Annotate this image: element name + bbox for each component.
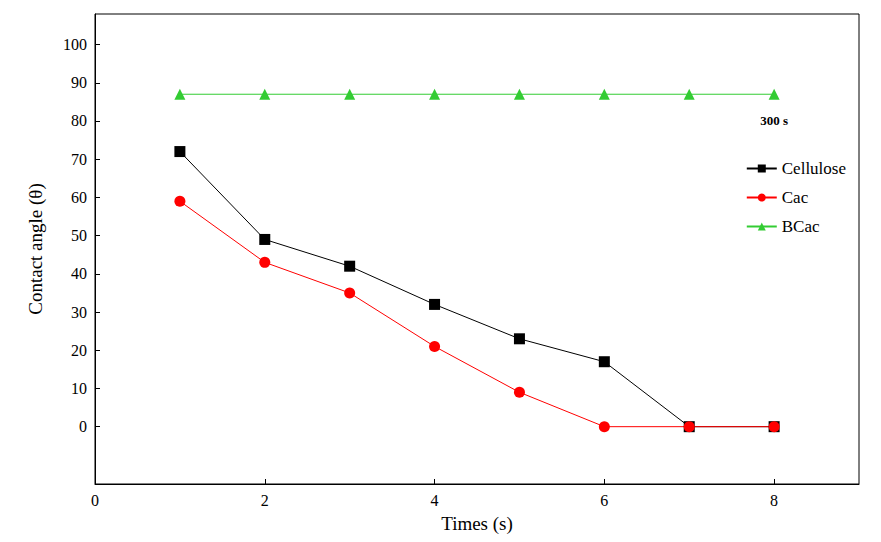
svg-text:6: 6	[600, 492, 608, 509]
svg-text:100: 100	[63, 36, 87, 53]
svg-text:2: 2	[261, 492, 269, 509]
svg-text:0: 0	[79, 418, 87, 435]
svg-text:8: 8	[770, 492, 778, 509]
svg-text:300 s: 300 s	[760, 113, 788, 128]
svg-text:BCac: BCac	[782, 217, 820, 236]
svg-text:40: 40	[71, 265, 87, 282]
svg-text:80: 80	[71, 112, 87, 129]
svg-text:4: 4	[431, 492, 439, 509]
svg-text:20: 20	[71, 342, 87, 359]
svg-text:Contact angle (θ): Contact angle (θ)	[25, 183, 47, 315]
svg-text:60: 60	[71, 189, 87, 206]
svg-text:Cellulose: Cellulose	[782, 159, 846, 178]
svg-text:Cac: Cac	[782, 188, 809, 207]
svg-text:50: 50	[71, 227, 87, 244]
svg-text:90: 90	[71, 74, 87, 91]
svg-text:10: 10	[71, 380, 87, 397]
svg-text:30: 30	[71, 304, 87, 321]
svg-text:70: 70	[71, 151, 87, 168]
svg-text:Times (s): Times (s)	[441, 513, 513, 535]
svg-text:0: 0	[91, 492, 99, 509]
